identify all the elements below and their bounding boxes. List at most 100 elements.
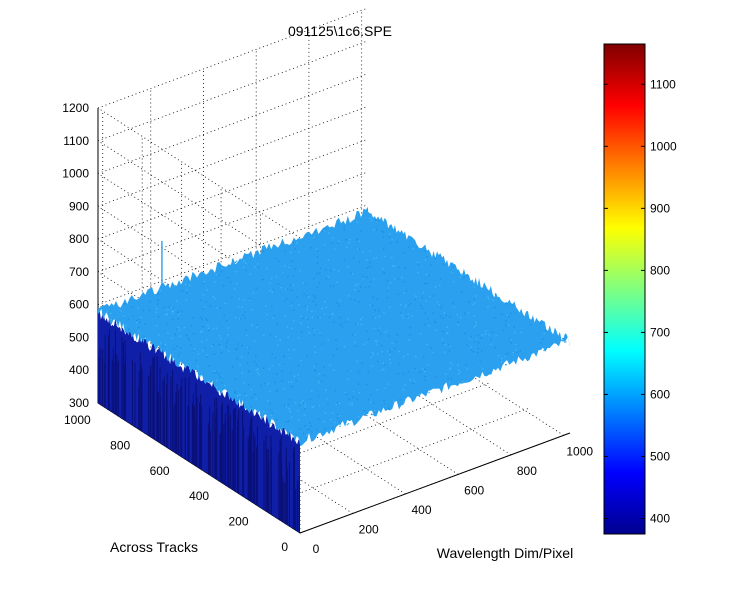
surface-speckle — [249, 273, 252, 276]
surface-speckle — [312, 300, 315, 303]
surface-speckle — [318, 282, 321, 284]
surface-speckle — [479, 362, 481, 364]
surface-speckle — [351, 404, 353, 407]
surface-speckle — [193, 348, 196, 350]
surface-speckle — [408, 246, 410, 248]
surface-speckle — [269, 289, 271, 292]
surface-speckle — [243, 299, 245, 302]
surface-speckle — [294, 248, 297, 250]
surface-speckle — [337, 242, 339, 244]
surface-speckle — [403, 292, 406, 294]
surface — [98, 206, 570, 533]
surface-speckle — [244, 392, 246, 395]
surface-speckle — [446, 332, 448, 335]
surface-speckle — [504, 355, 506, 357]
surface-speckle — [440, 307, 442, 309]
surface-speckle — [372, 414, 374, 416]
surface-speckle — [304, 408, 306, 410]
z-tick-label: 500 — [69, 330, 89, 344]
surface-speckle — [166, 323, 168, 326]
surface-speckle — [290, 386, 293, 388]
surface-speckle — [333, 268, 335, 271]
surface-speckle — [138, 319, 140, 321]
surface-speckle — [252, 291, 255, 294]
surface-speckle — [522, 315, 525, 317]
surface-speckle — [428, 295, 431, 297]
colorbar-tick-label: 500 — [650, 450, 670, 464]
surface-speckle — [512, 352, 514, 354]
surface-speckle — [302, 402, 305, 404]
surface-speckle — [504, 320, 507, 322]
surface-speckle — [258, 373, 260, 376]
surface-speckle — [464, 332, 466, 335]
surface-speckle — [319, 272, 321, 274]
surface-speckle — [235, 282, 238, 285]
surface-speckle — [420, 304, 422, 307]
surface-speckle — [316, 248, 318, 251]
surface-speckle — [143, 337, 146, 339]
surface-speckle — [354, 289, 356, 291]
surface-speckle — [452, 280, 455, 283]
surface-speckle — [274, 357, 277, 359]
surface-speckle — [543, 349, 545, 352]
surface-speckle — [225, 320, 228, 322]
surface-speckle — [250, 388, 253, 391]
surface-speckle — [325, 228, 327, 230]
surface-speckle — [354, 345, 357, 347]
surface-speckle — [362, 277, 365, 280]
surface-speckle — [394, 347, 396, 350]
surface-speckle — [197, 365, 199, 368]
y-tick-label: 600 — [150, 464, 170, 478]
z-tick-label: 700 — [69, 265, 89, 279]
surface-speckle — [321, 343, 324, 345]
surface-speckle — [176, 300, 178, 302]
z-tick-label: 400 — [69, 363, 89, 377]
y-axis-label: Across Tracks — [110, 539, 198, 555]
surface-speckle — [247, 352, 249, 354]
surface-speckle — [328, 316, 330, 318]
surface-speckle — [444, 351, 446, 353]
surface-speckle — [319, 267, 321, 269]
surface-speckle — [316, 262, 319, 264]
surface-speckle — [348, 241, 350, 244]
surface-speckle — [332, 427, 334, 429]
surface-speckle — [365, 287, 367, 289]
surface-speckle — [339, 423, 341, 425]
surface-speckle — [207, 324, 209, 327]
surface-speckle — [346, 246, 348, 248]
surface-speckle — [247, 370, 250, 373]
surface-speckle — [127, 318, 129, 321]
surface-speckle — [242, 266, 245, 268]
surface-speckle — [488, 334, 490, 336]
surface-speckle — [510, 341, 512, 344]
surface-speckle — [386, 351, 389, 353]
surface-speckle — [422, 356, 425, 358]
surface-speckle — [185, 299, 188, 301]
surface-speckle — [414, 368, 416, 370]
surface-speckle — [253, 361, 256, 363]
surface-speckle — [473, 326, 476, 328]
surface-speckle — [356, 221, 358, 223]
surface-speckle — [180, 347, 182, 349]
surface-speckle — [446, 326, 448, 329]
surface-speckle — [301, 331, 303, 333]
surface-speckle — [440, 304, 442, 306]
surface-speckle — [283, 387, 285, 390]
surface-speckle — [172, 307, 174, 309]
surface-speckle — [334, 389, 337, 392]
surface-speckle — [290, 289, 293, 291]
surface-speckle — [413, 380, 416, 382]
surface-speckle — [256, 323, 258, 326]
surface-speckle — [275, 335, 277, 338]
surface-speckle — [171, 310, 173, 312]
surface-speckle — [332, 354, 335, 356]
surface-speckle — [123, 303, 125, 305]
surface-speckle — [354, 341, 356, 344]
surface-speckle — [239, 364, 241, 366]
surface-speckle — [181, 290, 183, 292]
surface-speckle — [440, 278, 442, 280]
surface-speckle — [309, 398, 311, 401]
surface-speckle — [473, 298, 475, 300]
surface-speckle — [296, 242, 298, 244]
